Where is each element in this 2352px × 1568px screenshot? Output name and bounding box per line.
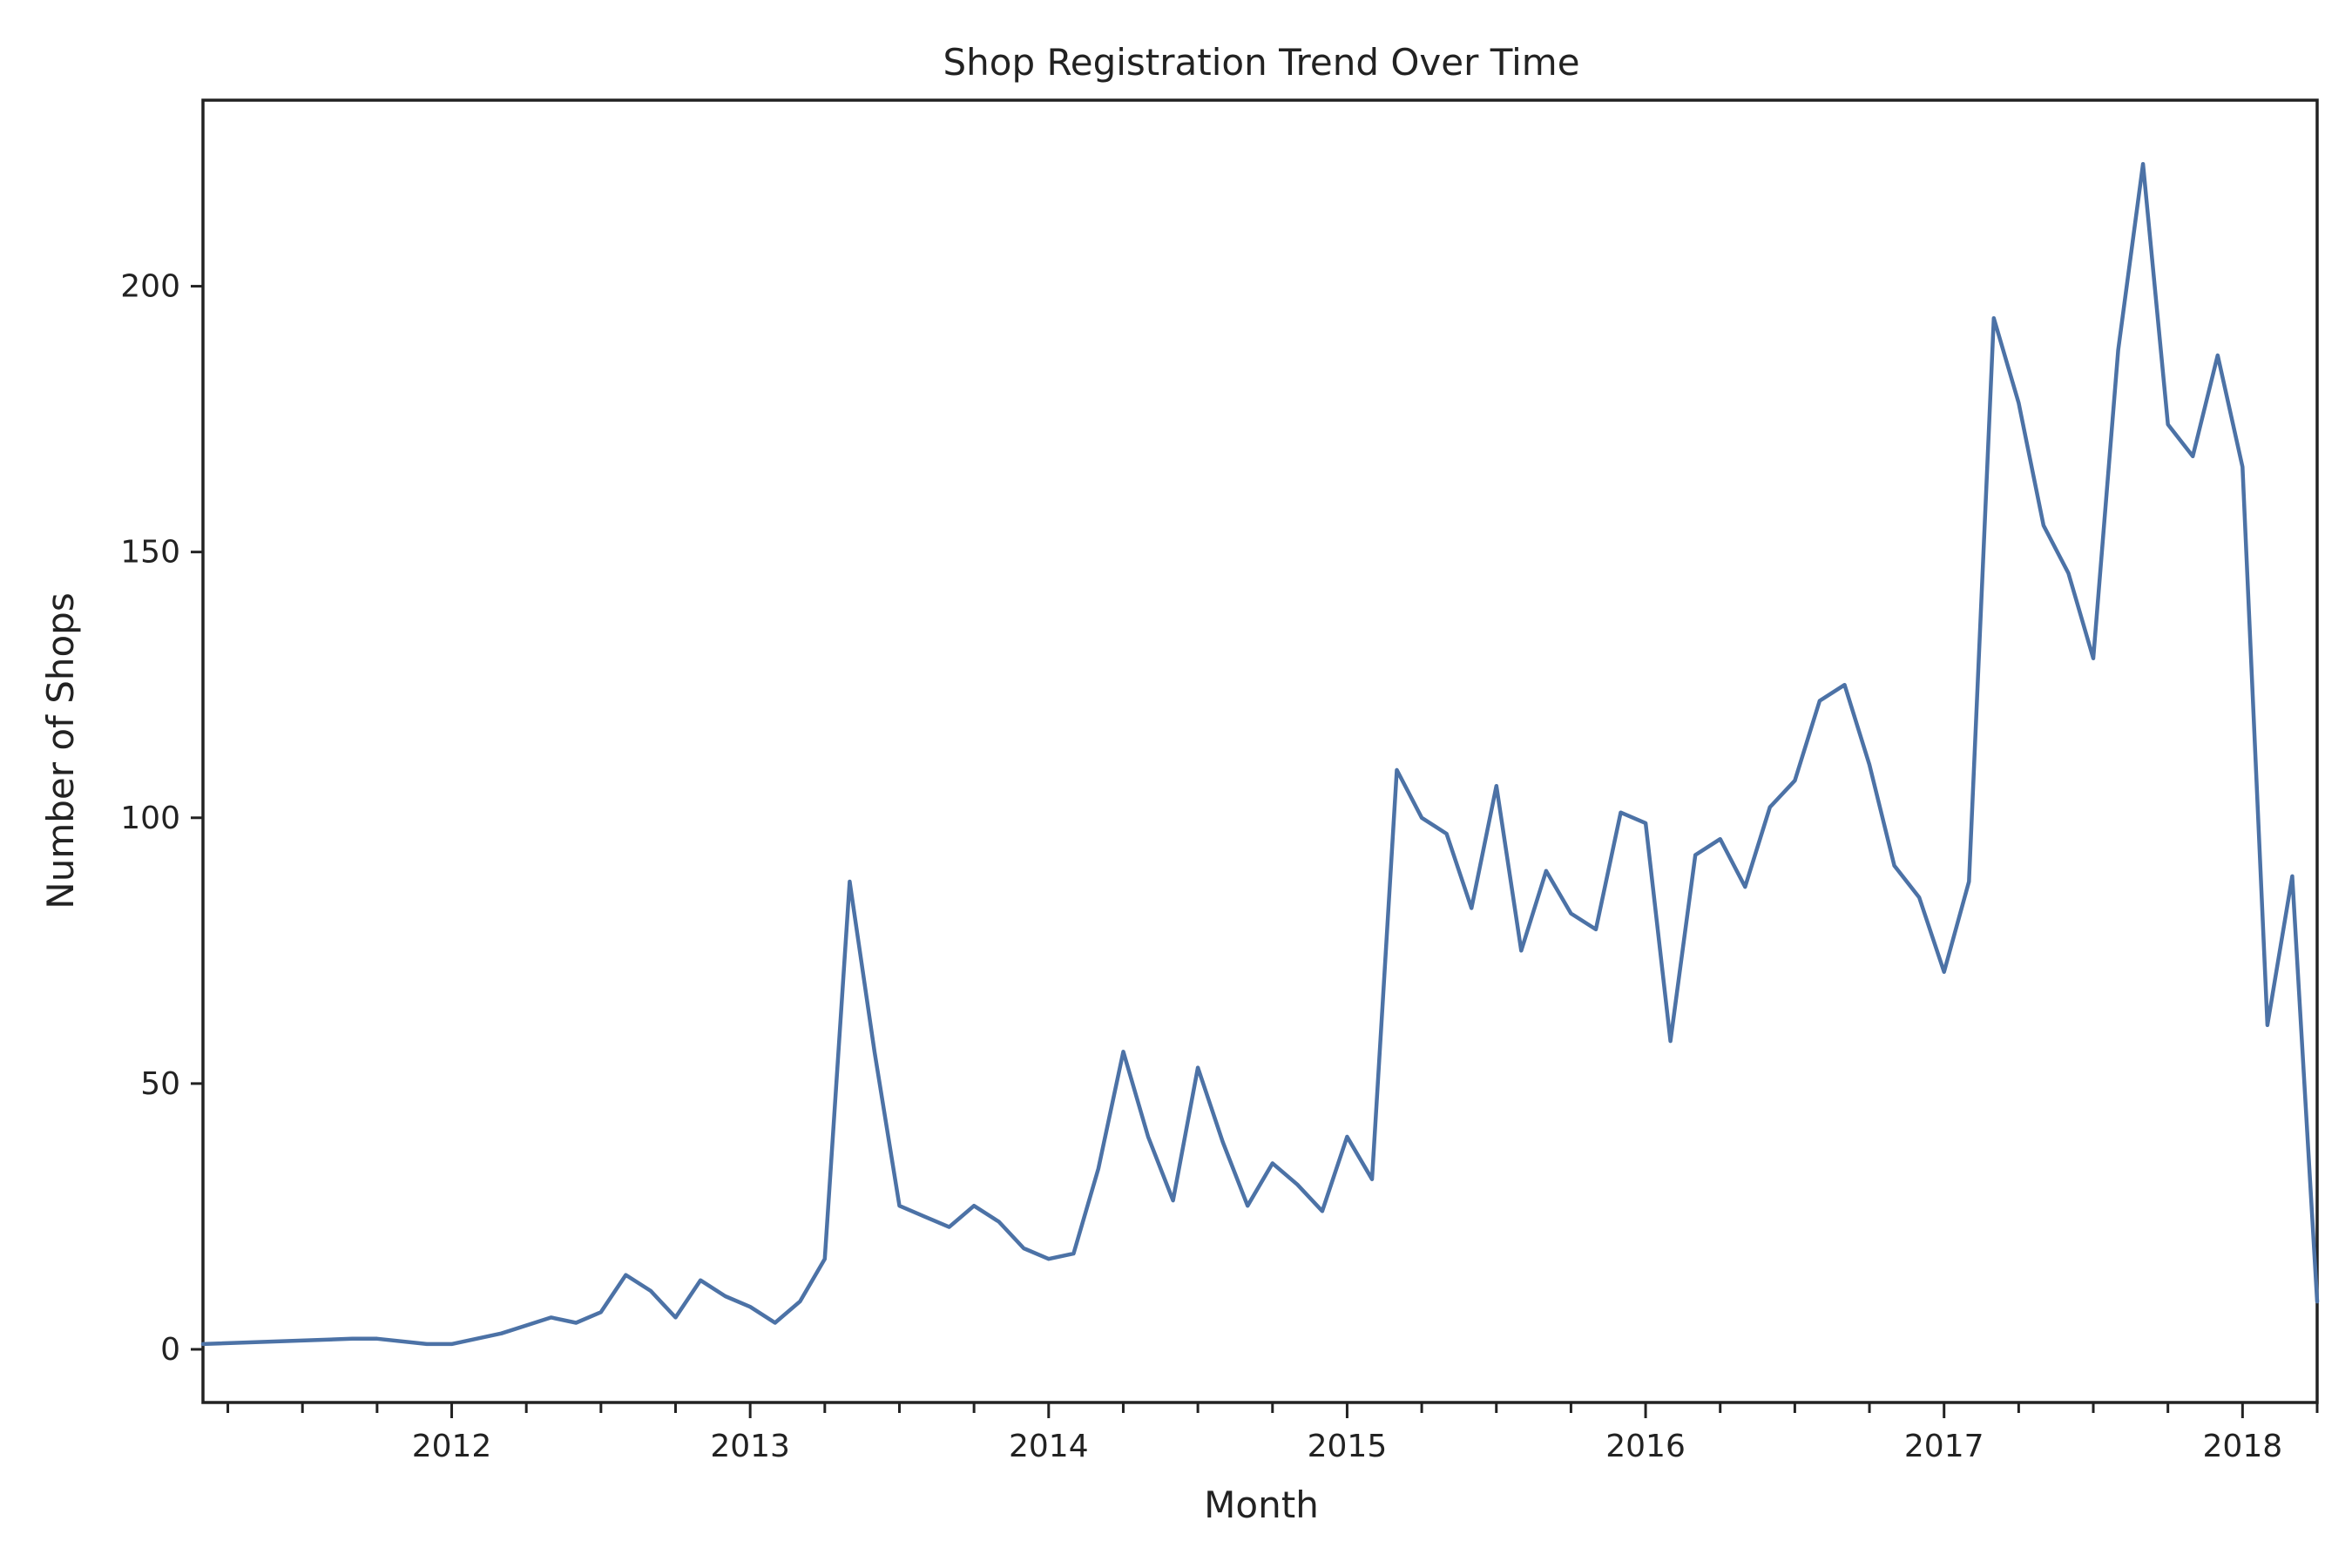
x-tick-label: 2014 bbox=[1009, 1429, 1089, 1464]
x-tick-label: 2013 bbox=[710, 1429, 790, 1464]
y-tick-label: 100 bbox=[120, 801, 180, 836]
plot-area bbox=[200, 161, 2320, 1347]
x-tick-label: 2018 bbox=[2203, 1429, 2283, 1464]
x-tick-label: 2015 bbox=[1308, 1429, 1388, 1464]
x-tick-label: 2016 bbox=[1605, 1429, 1686, 1464]
y-tick-label: 150 bbox=[120, 535, 180, 571]
x-axis: 2012 2013 2014 2015 2016 2017 2018 bbox=[226, 1402, 2319, 1464]
y-axis-label: Number of Shops bbox=[39, 592, 82, 909]
y-tick-label: 50 bbox=[140, 1066, 180, 1102]
chart-title: Shop Registration Trend Over Time bbox=[943, 41, 1579, 84]
y-tick-label: 200 bbox=[120, 269, 180, 305]
series-line bbox=[200, 161, 2320, 1347]
y-tick-label: 0 bbox=[160, 1332, 180, 1368]
x-tick-label: 2017 bbox=[1904, 1429, 1984, 1464]
x-axis-label: Month bbox=[1204, 1484, 1319, 1526]
x-tick-label: 2012 bbox=[412, 1429, 492, 1464]
y-axis: 0 50 100 150 200 bbox=[120, 269, 203, 1368]
plot-frame bbox=[201, 98, 2319, 1404]
